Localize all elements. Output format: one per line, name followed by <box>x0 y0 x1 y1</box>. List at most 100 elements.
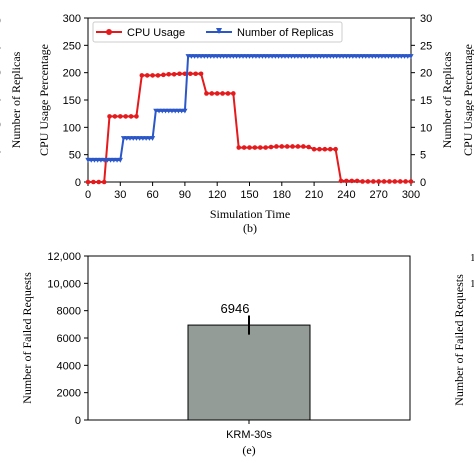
cpu-usage-point <box>118 114 123 119</box>
x-tick-label: 150 <box>240 189 258 201</box>
y-right-tick-label: 25 <box>420 40 432 52</box>
cpu-usage-point <box>220 91 225 96</box>
cpu-usage-point <box>381 179 387 184</box>
cpu-usage-point <box>85 179 91 185</box>
cpu-usage-point <box>344 178 349 184</box>
cpu-usage-point <box>376 179 382 184</box>
cpu-usage-point <box>166 72 172 77</box>
cpu-usage-point <box>349 178 355 184</box>
y-right-tick-label: 10 <box>420 122 432 134</box>
replicas-point <box>182 108 188 114</box>
cpu-usage-point <box>155 73 161 78</box>
y-axis-right-ticks: 0 5 10 15 20 25 30 <box>411 13 432 189</box>
legend-replicas-marker <box>216 28 222 34</box>
panel-label: (b) <box>243 221 257 235</box>
bar-panel-label: (e) <box>242 443 255 457</box>
cpu-usage-point <box>311 146 317 152</box>
y-axis-right-label: Number of Replicas <box>440 51 454 148</box>
edge-left-tick: 5 <box>0 93 1 105</box>
y-axis-left-label: CPU Usage Percentage <box>37 44 51 156</box>
plot-area-frame <box>87 17 412 183</box>
bar-y-tick-label: 6000 <box>57 333 81 345</box>
cpu-usage-point <box>204 91 209 96</box>
y-left-tick-label: 0 <box>75 177 81 189</box>
cpu-usage-point <box>209 91 215 96</box>
cpu-usage-point <box>225 91 231 96</box>
cpu-usage-point <box>171 72 177 77</box>
y-left-tick-label: 250 <box>63 40 81 52</box>
cpu-usage-point <box>338 178 344 184</box>
x-tick-label: 240 <box>337 189 355 201</box>
x-tick-label: 180 <box>273 189 291 201</box>
edge-left-tick: 0 <box>0 119 1 131</box>
cpu-usage-point <box>295 144 301 149</box>
bar-y-axis-ticks: 0 2000 4000 6000 8000 10,000 12,000 <box>47 251 88 427</box>
cpu-usage-point <box>177 71 182 77</box>
edge-right-ylabel: CPU Usage Percentage <box>461 44 474 156</box>
cpu-usage-point <box>134 114 139 119</box>
cpu-usage-point <box>274 144 279 149</box>
left-edge-fragment: 0 5 0 5 0 5 Number of Replicas <box>0 15 23 157</box>
cpu-usage-point <box>284 144 290 149</box>
cpu-usage-point <box>306 144 312 150</box>
y-right-tick-label: 0 <box>420 177 426 189</box>
x-axis-ticks: 0 30 60 90 120 150 180 210 240 270 300 <box>85 182 420 201</box>
cpu-usage-point <box>371 179 376 184</box>
cpu-usage-point <box>252 145 258 150</box>
cpu-usage-point <box>198 71 204 77</box>
cpu-usage-point <box>360 179 365 184</box>
edge-left-tick: 5 <box>0 41 1 53</box>
legend-replicas-label: Number of Replicas <box>237 27 334 39</box>
cpu-usage-point <box>317 146 322 152</box>
cpu-usage-point <box>161 72 166 78</box>
cpu-usage-point <box>214 91 220 96</box>
right-edge-fragment: CPU Usage Percentage Number of Failed Re… <box>452 44 474 406</box>
cpu-usage-point <box>139 73 145 78</box>
y-left-tick-label: 100 <box>63 122 81 134</box>
y-left-tick-label: 150 <box>63 95 81 107</box>
x-tick-label: 60 <box>146 189 158 201</box>
cpu-usage-point <box>101 179 107 185</box>
cpu-usage-point <box>268 144 274 150</box>
cpu-usage-point <box>193 71 198 77</box>
legend-cpu-marker <box>106 29 112 35</box>
cpu-usage-point <box>257 145 263 150</box>
x-tick-label: 0 <box>85 189 91 201</box>
series-layer <box>85 54 414 185</box>
bar-value-label: 6946 <box>221 301 250 316</box>
edge-right-ylabel: Number of Failed Requests <box>452 274 466 406</box>
x-axis-label: Simulation Time <box>210 207 290 221</box>
edge-left-ylabel: Number of Replicas <box>9 51 23 148</box>
cpu-usage-line <box>88 72 411 183</box>
y-right-tick-label: 30 <box>420 13 432 25</box>
edge-left-tick: 5 <box>0 145 1 157</box>
cpu-usage-point <box>231 91 236 96</box>
x-tick-label: 270 <box>370 189 388 201</box>
edge-right-tick: 1 <box>470 252 474 264</box>
bar-y-tick-label: 2000 <box>57 388 81 400</box>
legend: CPU Usage Number of Replicas <box>92 21 343 43</box>
cpu-usage-point <box>144 73 150 78</box>
cpu-usage-point <box>112 114 118 119</box>
line-chart-panel: 0 30 60 90 120 150 180 210 240 270 300 05010015020… <box>37 13 454 235</box>
cpu-usage-point <box>91 179 96 185</box>
cpu-usage-point <box>365 179 371 184</box>
cpu-usage-point <box>301 144 306 149</box>
bar-y-tick-label: 8000 <box>57 306 81 318</box>
y-right-tick-label: 15 <box>420 95 432 107</box>
cpu-usage-point <box>263 145 268 150</box>
cpu-usage-point <box>150 73 155 78</box>
bar-chart-panel: 0 2000 4000 6000 8000 10,000 12,000 6946 KRM-30… <box>20 251 411 457</box>
cpu-usage-point <box>107 114 112 119</box>
bar-y-axis-label: Number of Failed Requests <box>20 272 34 404</box>
cpu-usage-point <box>397 179 403 184</box>
bar-y-tick-label: 10,000 <box>47 278 81 290</box>
cpu-usage-point <box>392 179 398 184</box>
y-left-tick-label: 300 <box>63 13 81 25</box>
bar-category-label: KRM-30s <box>226 429 272 441</box>
cpu-usage-point <box>290 144 295 149</box>
cpu-usage-point <box>247 145 252 150</box>
y-left-tick-label: 50 <box>69 150 81 162</box>
x-tick-label: 90 <box>179 189 191 201</box>
cpu-usage-point <box>128 114 134 119</box>
